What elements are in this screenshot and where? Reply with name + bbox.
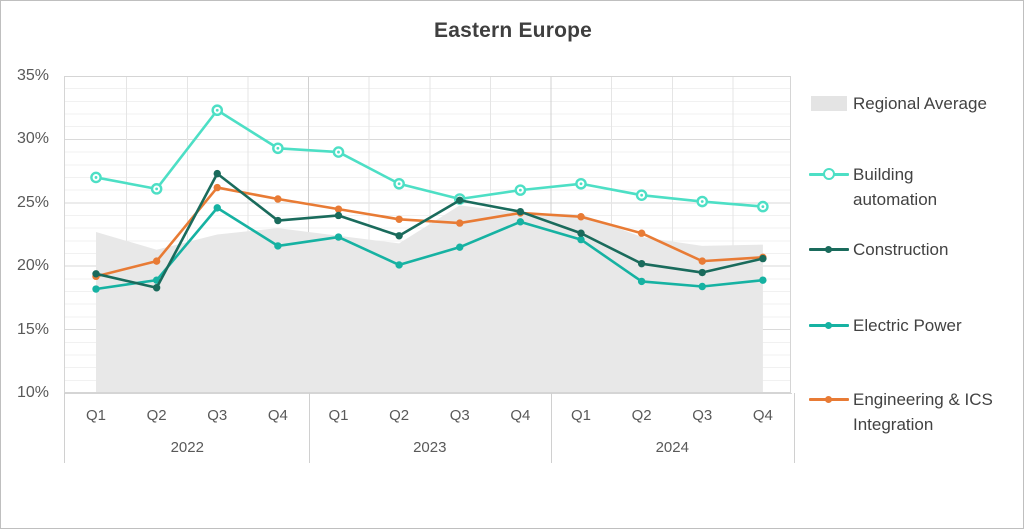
x-tick-quarter: Q3: [692, 407, 713, 424]
x-tick-year: 2022: [170, 439, 204, 456]
marker-ring-center: [94, 176, 98, 179]
marker-dot: [759, 276, 767, 284]
x-tick-quarter: Q4: [267, 407, 288, 424]
x-tick-quarter: Q2: [389, 407, 410, 424]
series-line-engineering-ics-integration: [94, 186, 765, 278]
year-separator-line: [793, 393, 795, 463]
series-line-building-automation: [94, 108, 765, 208]
legend-label: Construction: [853, 240, 949, 259]
marker-dot: [395, 215, 403, 223]
series-area-regional-average: [96, 205, 763, 393]
marker-dot: [637, 259, 646, 268]
marker-dot: [92, 285, 100, 293]
marker-ring-center: [337, 150, 340, 154]
marker-dot: [516, 207, 525, 216]
marker-dot: [395, 232, 403, 240]
marker-dot: [213, 183, 221, 192]
plot-area: [64, 76, 791, 393]
year-separator-line: [551, 393, 552, 463]
marker-dot: [92, 270, 100, 278]
marker-dot: [637, 277, 646, 286]
marker-ring-center: [640, 193, 644, 197]
marker-dot: [274, 195, 282, 203]
marker-dot: [577, 229, 585, 237]
x-tick-quarter: Q1: [85, 407, 106, 424]
marker-dot: [577, 235, 585, 244]
x-tick-quarter: Q4: [752, 407, 773, 424]
marker-dot: [456, 243, 464, 251]
y-tick-label: 30%: [16, 130, 49, 148]
marker-ring-center: [700, 200, 704, 203]
marker-dot: [577, 213, 585, 221]
x-tick-quarter: Q1: [328, 407, 349, 424]
y-tick-label: 10%: [16, 384, 49, 401]
legend-dot-marker: [825, 395, 832, 403]
x-tick-quarter: Q2: [631, 407, 652, 424]
marker-dot: [213, 204, 221, 212]
marker-dot: [395, 261, 403, 269]
x-tick-quarter: Q3: [207, 407, 228, 424]
y-tick-label: 15%: [16, 320, 49, 338]
x-tick-quarter: Q3: [449, 407, 470, 424]
marker-ring-center: [579, 182, 583, 186]
marker-dot: [334, 211, 343, 220]
plot-canvas: [64, 76, 791, 393]
marker-dot: [516, 218, 525, 226]
x-tick-year: 2023: [413, 439, 447, 456]
legend-ring-marker: [823, 168, 835, 180]
marker-dot: [274, 242, 282, 250]
marker-ring-center: [155, 187, 159, 191]
x-tick-year: 2024: [655, 439, 689, 456]
marker-dot: [698, 257, 706, 265]
y-tick-label: 25%: [16, 193, 49, 211]
marker-dot: [759, 254, 767, 263]
plot-border: [64, 76, 791, 393]
legend-dot-marker: [825, 245, 832, 253]
marker-dot: [698, 282, 706, 291]
x-axis-line: [64, 393, 792, 394]
y-tick-label: 35%: [16, 67, 49, 84]
year-separator-line: [308, 393, 310, 463]
marker-ring-center: [397, 182, 401, 186]
year-separator-line: [64, 393, 65, 463]
marker-dot: [152, 257, 161, 265]
y-tick-label: 20%: [16, 257, 49, 275]
x-tick-quarter: Q2: [146, 407, 167, 424]
marker-ring-center: [761, 205, 765, 209]
marker-ring-center: [215, 108, 219, 112]
marker-dot: [456, 219, 464, 227]
marker-dot: [334, 205, 343, 213]
marker-dot: [274, 216, 282, 225]
series-line-construction: [94, 172, 765, 290]
marker-dot: [456, 196, 464, 204]
marker-dot: [213, 169, 221, 178]
legend-area-swatch: [811, 96, 847, 111]
legend-label: Engineering & ICS Integration: [853, 390, 993, 434]
marker-dot: [152, 284, 161, 292]
marker-ring-center: [518, 188, 522, 192]
marker-dot: [334, 233, 343, 241]
legend-label: Building automation: [853, 165, 938, 209]
legend-label: Electric Power: [853, 316, 962, 335]
x-tick-quarter: Q4: [510, 407, 531, 424]
marker-ring-center: [276, 146, 280, 150]
chart-title: Eastern Europe: [433, 19, 592, 42]
legend-dot-marker: [825, 321, 832, 329]
marker-dot: [698, 268, 706, 277]
legend-label: Regional Average: [853, 94, 987, 113]
marker-dot: [637, 229, 646, 237]
x-tick-quarter: Q1: [570, 407, 591, 424]
series-line-electric-power: [94, 206, 765, 291]
